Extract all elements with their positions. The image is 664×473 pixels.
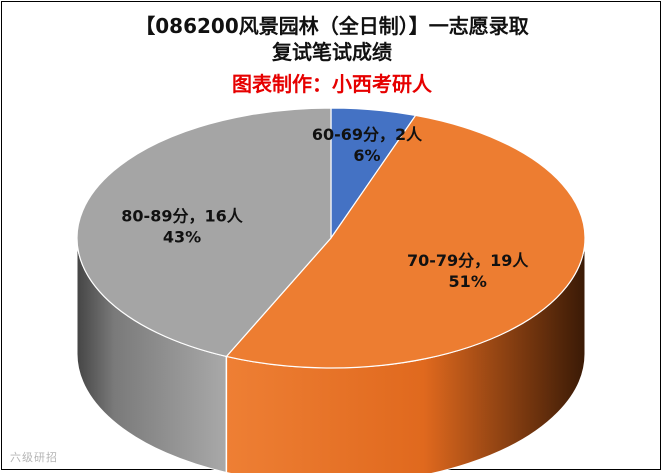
pie-slice-2 (225, 114, 586, 369)
slice-label-line1: 70-79分，19人 (407, 251, 529, 270)
slice-label-3: 80-89分，16人 43% (121, 207, 243, 247)
slice-label-line1: 60-69分，2人 (312, 125, 423, 144)
slice-label-2: 70-79分，19人 51% (407, 251, 529, 291)
chart-subtitle: 复试笔试成绩 (272, 40, 392, 64)
slice-label-percent: 43% (163, 228, 201, 247)
slice-label-line1: 80-89分，16人 (121, 207, 243, 226)
chart-credit: 图表制作：小西考研人 (232, 72, 432, 96)
watermark-text: 六级研招 (10, 451, 58, 464)
slice-label-1: 60-69分，2人 6% (312, 125, 423, 165)
pie-slice-3 (76, 107, 332, 358)
slice-label-percent: 6% (353, 146, 380, 165)
slice-label-percent: 51% (449, 272, 487, 291)
chart-title: 【086200风景园林（全日制）】一志愿录取 (135, 14, 529, 38)
